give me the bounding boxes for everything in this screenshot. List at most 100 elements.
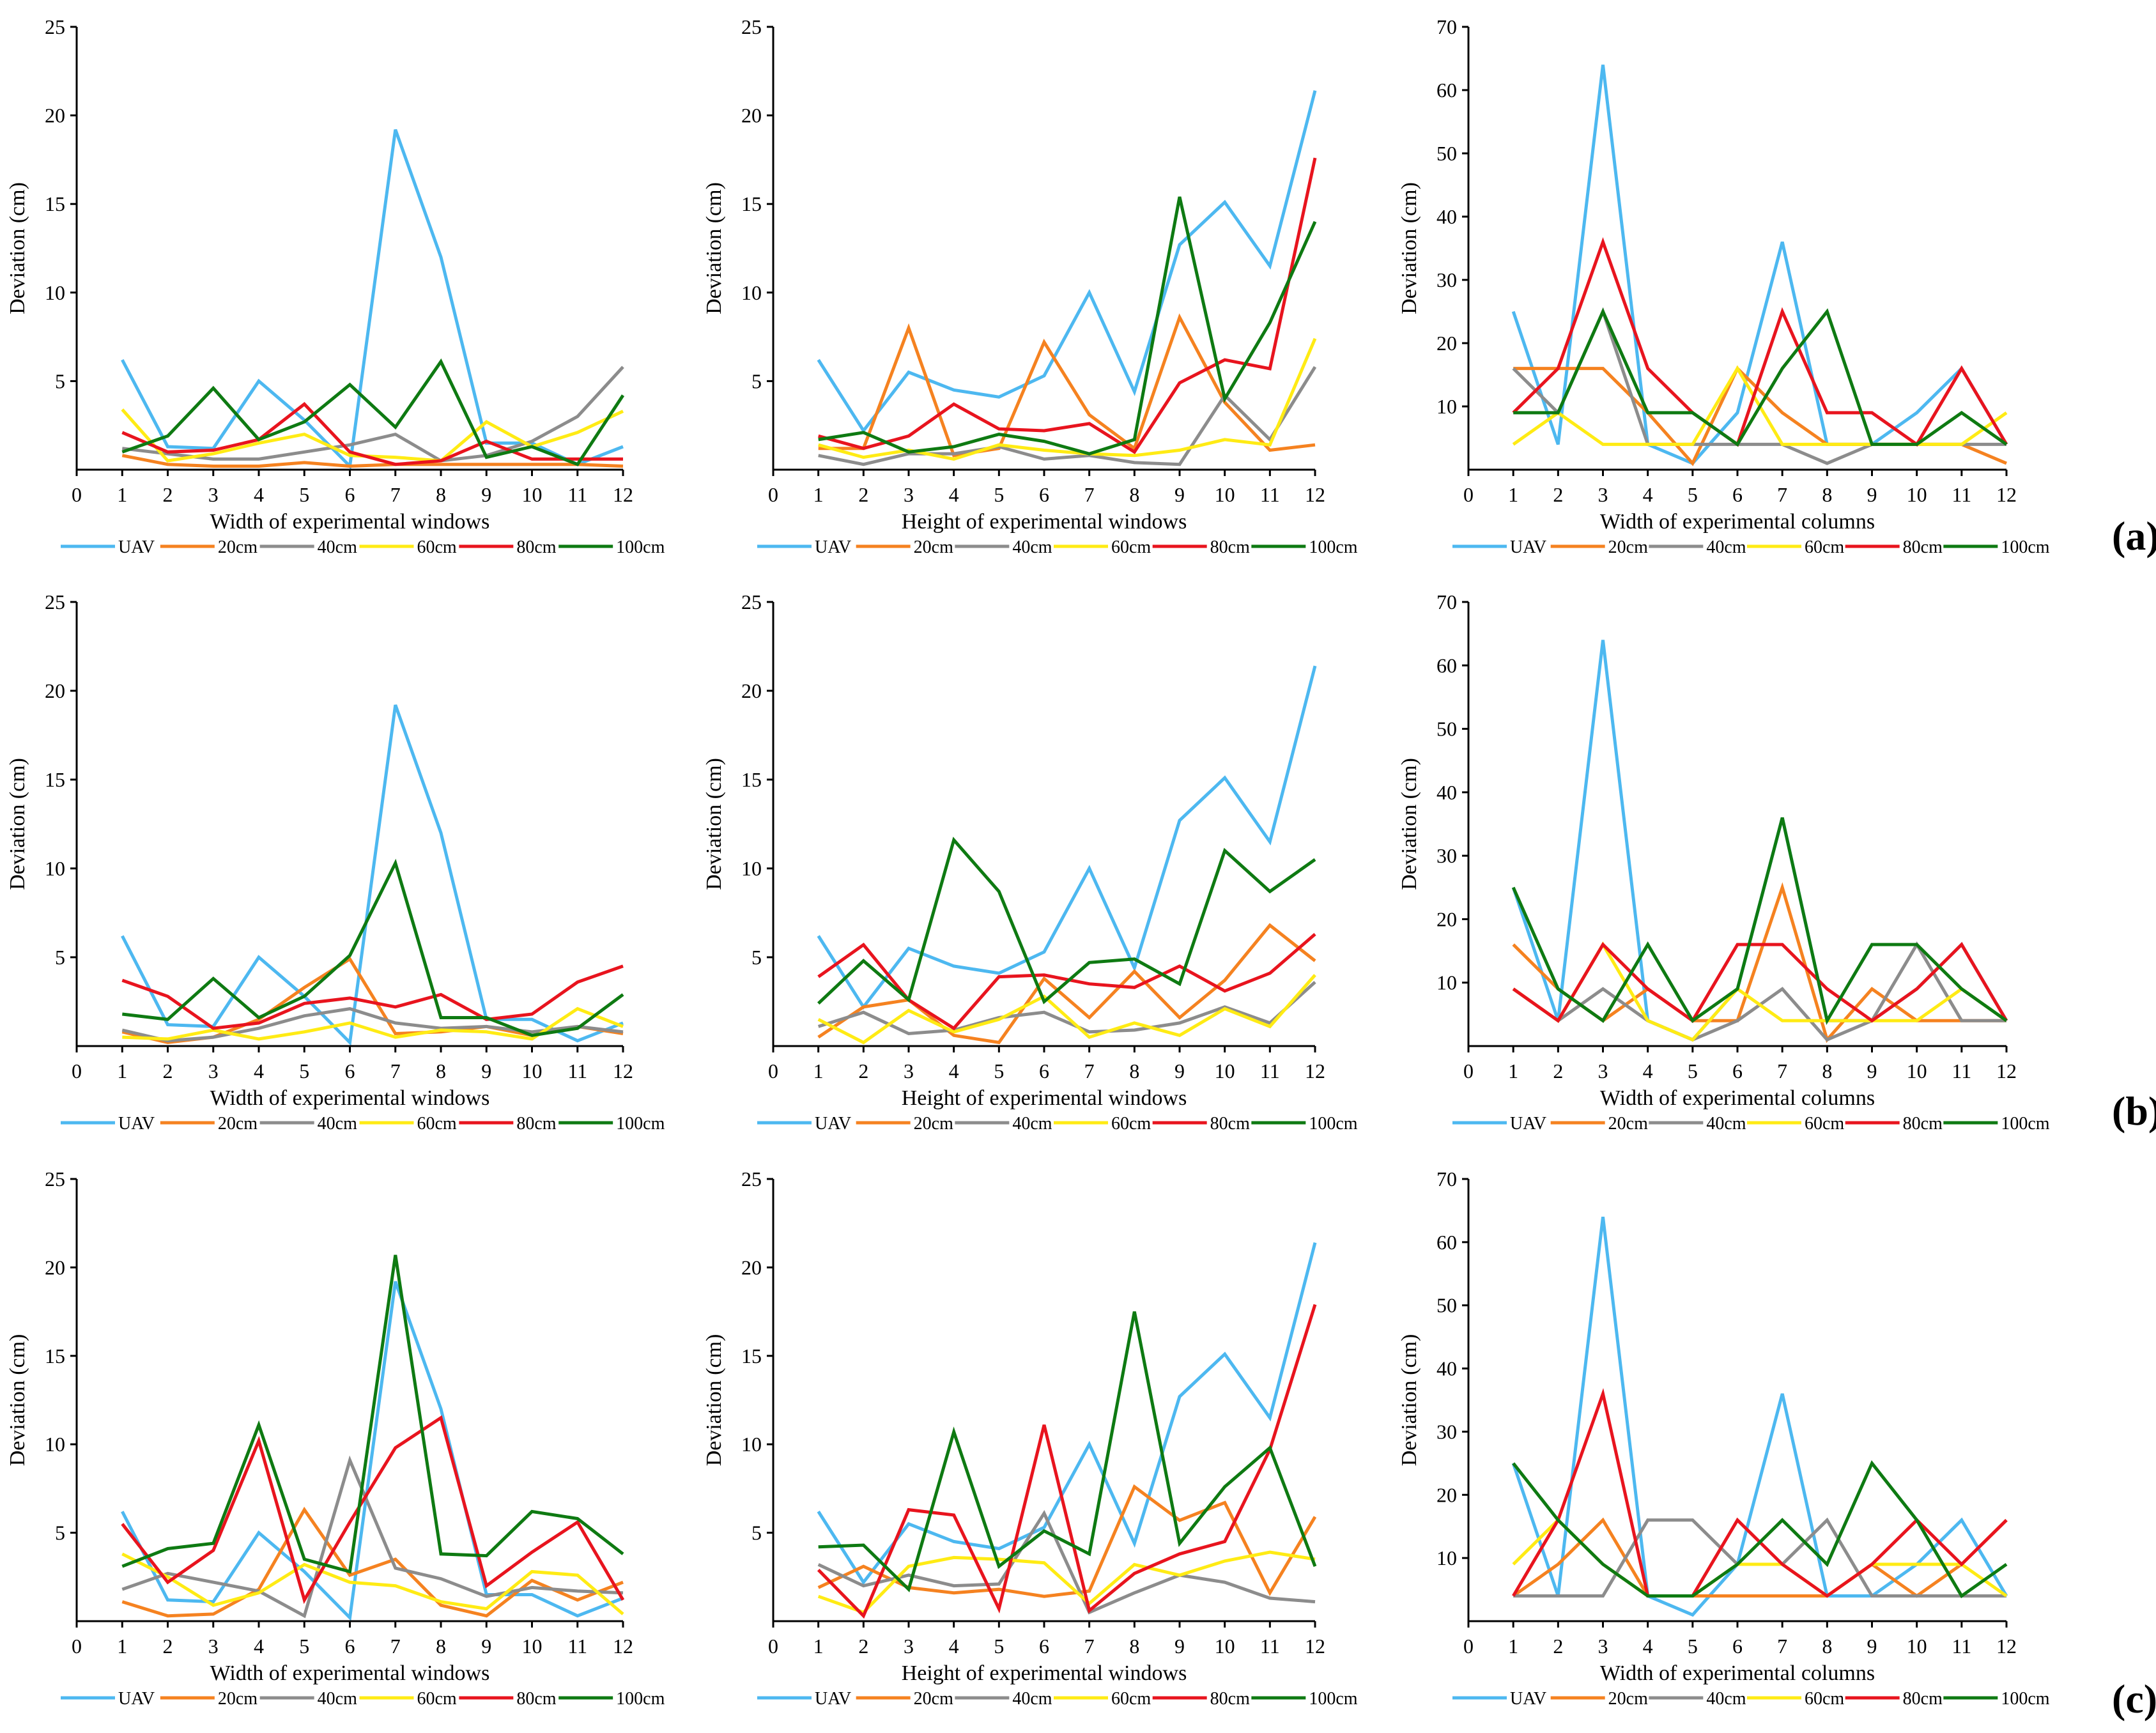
x-axis-label: Width of experimental windows [210,1661,490,1685]
legend-label-20cm: 20cm [1608,537,1648,557]
x-tick-label: 8 [436,1635,446,1658]
y-tick-label: 50 [1436,142,1457,165]
x-tick-label: 12 [1305,1059,1325,1082]
x-tick-label: 12 [613,483,633,506]
legend: UAV 20cm 40cm 60cm 80cm 100cm [757,1114,1358,1134]
x-tick-label: 7 [1084,483,1095,506]
x-tick-label: 0 [1463,1635,1474,1658]
legend-label-40cm: 40cm [1012,1689,1052,1709]
series-line-60cm [817,1550,1316,1615]
x-tick-label: 11 [1260,1059,1280,1082]
x-tick-label: 12 [1996,483,2017,506]
y-tick-label: 30 [1436,1420,1457,1443]
x-tick-label: 10 [522,1635,543,1658]
y-tick-label: 5 [55,1521,65,1544]
x-tick-label: 0 [72,483,82,506]
series-line-uav [121,128,624,470]
y-tick-label: 20 [45,104,65,127]
series-line-80cm [1512,942,2008,1023]
legend-label-40cm: 40cm [318,1689,357,1709]
y-tick-label: 25 [45,15,65,38]
series-line-uav [817,1242,1317,1585]
series-line-80cm [817,1304,1317,1619]
y-tick-label: 60 [1436,654,1457,677]
series-line-uav [817,90,1317,434]
x-tick-label: 12 [1305,1635,1325,1658]
x-tick-label: 2 [858,483,868,506]
x-tick-label: 7 [390,1059,401,1082]
x-tick-label: 9 [1174,1059,1185,1082]
legend-label-uav: UAV [1510,1114,1546,1134]
y-tick-label: 10 [45,281,65,304]
x-tick-label: 10 [1215,1635,1235,1658]
legend-label-uav: UAV [118,1689,155,1709]
legend-label-20cm: 20cm [218,1689,258,1709]
legend-label-60cm: 60cm [1805,1114,1844,1134]
x-tick-label: 12 [613,1059,633,1082]
legend: UAV 20cm 40cm 60cm 80cm 100cm [61,1114,665,1134]
legend-label-80cm: 80cm [1210,1689,1250,1709]
legend-label-40cm: 40cm [1706,1114,1746,1134]
series-line-40cm [1512,307,2006,465]
x-axis-label: Height of experimental windows [902,510,1187,534]
legend-label-80cm: 80cm [516,1114,556,1134]
legend-label-uav: UAV [1510,537,1546,557]
legend-label-20cm: 20cm [218,537,258,557]
legend-label-80cm: 80cm [516,537,556,557]
x-tick-label: 8 [1822,483,1832,506]
y-tick-label: 15 [741,768,762,791]
x-tick-label: 2 [1553,483,1563,506]
legend-label-100cm: 100cm [1309,1114,1357,1134]
x-tick-label: 7 [1084,1635,1095,1658]
x-tick-label: 3 [904,1635,914,1658]
x-tick-label: 7 [1084,1059,1095,1082]
x-tick-label: 4 [254,483,264,506]
x-tick-label: 10 [1215,483,1235,506]
y-axis-label: Deviation (cm) [1398,758,1421,890]
x-tick-label: 10 [522,483,543,506]
y-tick-label: 30 [1436,844,1457,867]
x-tick-label: 3 [904,483,914,506]
y-tick-label: 20 [741,679,762,702]
series-line-100cm [818,196,1317,456]
x-tick-label: 10 [522,1059,543,1082]
x-tick-label: 11 [1260,1635,1280,1658]
series-line-100cm [817,836,1316,1005]
x-tick-label: 3 [1598,483,1608,506]
legend-label-60cm: 60cm [1111,1689,1151,1709]
x-axis-label: Width of experimental windows [210,510,490,534]
x-tick-label: 2 [858,1635,868,1658]
legend-label-80cm: 80cm [1903,1689,1943,1709]
series-line-80cm [121,1415,625,1605]
x-tick-label: 4 [1643,483,1653,506]
x-tick-label: 0 [72,1635,82,1658]
x-tick-label: 7 [1777,483,1787,506]
x-tick-label: 5 [299,1635,309,1658]
x-tick-label: 5 [994,483,1004,506]
x-tick-label: 8 [1129,1059,1139,1082]
y-tick-label: 20 [1436,332,1457,355]
legend-label-40cm: 40cm [1706,537,1746,557]
legend-label-20cm: 20cm [914,1114,953,1134]
series-line-100cm [1511,817,2008,1026]
x-axis-label: Width of experimental columns [1600,1661,1875,1685]
legend-label-60cm: 60cm [1805,1689,1844,1709]
legend-label-100cm: 100cm [1309,537,1357,557]
y-tick-label: 15 [741,1344,762,1367]
x-tick-label: 0 [1463,1059,1474,1082]
y-tick-label: 20 [45,679,65,702]
x-tick-label: 6 [345,1635,355,1658]
legend-label-100cm: 100cm [2001,1114,2049,1134]
legend-label-uav: UAV [815,537,851,557]
x-tick-label: 5 [1688,483,1698,506]
series-line-20cm [1512,882,2006,1044]
legend-label-60cm: 60cm [417,1689,457,1709]
x-tick-label: 2 [1553,1059,1563,1082]
series-line-100cm [818,1311,1317,1592]
x-tick-label: 1 [813,1635,824,1658]
legend-label-40cm: 40cm [1012,1114,1052,1134]
x-tick-label: 9 [481,483,491,506]
